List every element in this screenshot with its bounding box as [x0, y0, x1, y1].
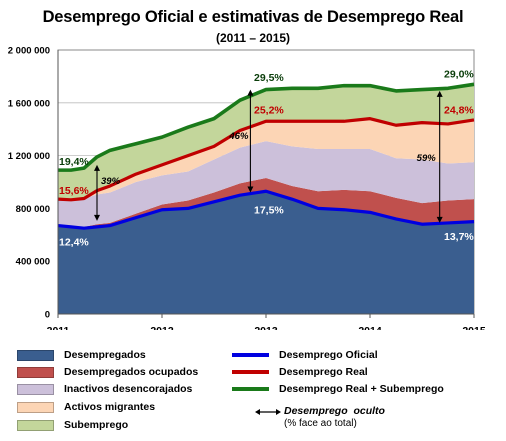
legend-swatch-desempregados	[17, 349, 54, 361]
label-real-end: 24,8%	[444, 104, 474, 116]
legend-swatch-subemprego	[17, 419, 54, 431]
oculto-arrow-2011-head-top	[94, 164, 100, 171]
y-tick-label: 2 000 000	[8, 46, 50, 57]
label-total-mid: 29,5%	[254, 72, 284, 84]
x-tick-label: 2011	[47, 325, 70, 330]
y-tick-label: 800 000	[16, 204, 50, 215]
line-desemprego-oficial	[57, 189, 475, 230]
legend-line-real	[232, 370, 269, 374]
y-tick-label: 0	[45, 310, 50, 321]
legend-oculto-title: Desemprego oculto	[284, 405, 385, 417]
legend-item-total: Desemprego Real + Subemprego	[232, 383, 444, 395]
oculto-arrow-2015-head-top	[436, 90, 443, 97]
legend-item-migrantes: Activos migrantes	[17, 401, 155, 413]
x-tick-label: 2015	[462, 325, 486, 330]
line-real-subemprego	[58, 82, 475, 172]
oculto-arrow-2011	[94, 164, 100, 221]
legend-line-total	[232, 387, 269, 391]
legend-label-desempregados: Desempregados	[64, 349, 146, 361]
legend-swatch-ocupados	[17, 366, 54, 378]
legend-label-migrantes: Activos migrantes	[64, 401, 156, 413]
legend-item-ocupados: Desempregados ocupados	[17, 366, 198, 378]
legend-line-oficial	[232, 353, 269, 357]
legend-swatch-migrantes	[17, 401, 54, 413]
oculto-label-end: 59%	[417, 153, 437, 164]
legend-label-total: Desemprego Real + Subemprego	[279, 383, 444, 395]
label-oficial-mid: 17,5%	[254, 205, 284, 217]
oculto-arrow-2011-head-bottom	[94, 214, 100, 221]
y-tick-label: 1 600 000	[8, 98, 50, 109]
legend-oculto: Desemprego oculto (% face ao total)	[284, 405, 385, 429]
area-desempregados	[58, 191, 474, 314]
legend-item-desempregados: Desempregados	[17, 349, 146, 361]
legend-item-oficial: Desemprego Oficial	[232, 349, 378, 361]
label-real-mid: 25,2%	[254, 104, 284, 116]
x-tick-label: 2013	[254, 325, 278, 330]
label-total-end: 29,0%	[444, 69, 474, 81]
chart-subtitle: (2011 – 2015)	[215, 31, 291, 45]
label-total-start: 19,4%	[59, 156, 89, 168]
area-subemprego	[58, 84, 474, 200]
chart: 0 400 000 800 000 1 200 000 1 600 000 2 000 0…	[8, 46, 486, 331]
legend-label-ocupados: Desempregados ocupados	[64, 366, 199, 378]
y-tick-label: 400 000	[16, 257, 50, 268]
legend-label-subemprego: Subemprego	[64, 419, 129, 431]
legend-item-subemprego: Subemprego	[17, 419, 128, 431]
label-oficial-start: 12,4%	[59, 236, 89, 248]
area-migrantes	[58, 118, 474, 200]
x-tick-label: 2012	[150, 325, 174, 330]
oculto-arrow-2015-head-bottom	[436, 216, 443, 223]
legend-swatch-inactivos	[17, 383, 54, 395]
label-real-start: 15,6%	[59, 185, 89, 197]
x-tick-label: 2014	[358, 325, 382, 330]
y-tick-label: 1 200 000	[8, 151, 50, 162]
legend-item-inactivos: Inactivos desencorajados	[17, 383, 192, 395]
legend-oculto-sub: (% face ao total)	[284, 418, 357, 429]
area-inactivos	[58, 141, 474, 227]
oculto-label-start: 39%	[101, 176, 121, 187]
legend-item-real: Desemprego Real	[232, 366, 368, 378]
double-arrow-icon	[255, 409, 281, 415]
oculto-arrow-2015	[436, 90, 443, 223]
oculto-arrow-2013-head-bottom	[247, 186, 254, 193]
oculto-arrow-2013-head-top	[247, 89, 254, 96]
oculto-arrow-2013	[247, 89, 254, 193]
oculto-label-mid: 46%	[228, 131, 249, 142]
legend-label-real: Desemprego Real	[279, 366, 368, 378]
legend-label-inactivos: Inactivos desencorajados	[64, 383, 193, 395]
label-oficial-end: 13,7%	[444, 231, 474, 243]
legend-label-oficial: Desemprego Oficial	[279, 349, 378, 361]
chart-title: Desemprego Oficial e estimativas de Dese…	[42, 8, 464, 26]
